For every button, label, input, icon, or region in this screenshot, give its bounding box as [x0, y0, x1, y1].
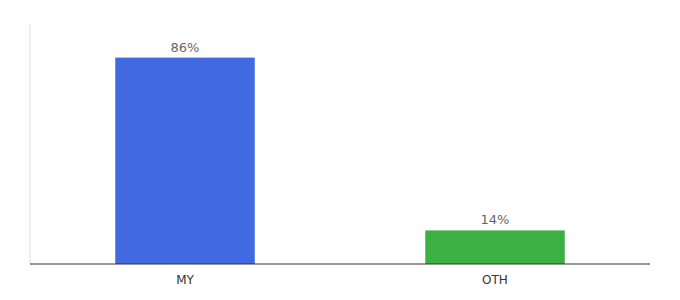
bars — [115, 58, 565, 264]
data-label: 86% — [171, 40, 200, 55]
bar — [425, 230, 565, 264]
chart: 86% 14% MY OTH — [0, 0, 680, 300]
x-tick-label: OTH — [482, 273, 508, 287]
x-tick-label: MY — [176, 273, 194, 287]
chart-container: 86% 14% MY OTH — [0, 0, 680, 300]
y-axis-line — [30, 24, 31, 264]
x-axis-line — [30, 264, 650, 265]
data-label: 14% — [481, 212, 510, 227]
bar — [115, 58, 255, 264]
